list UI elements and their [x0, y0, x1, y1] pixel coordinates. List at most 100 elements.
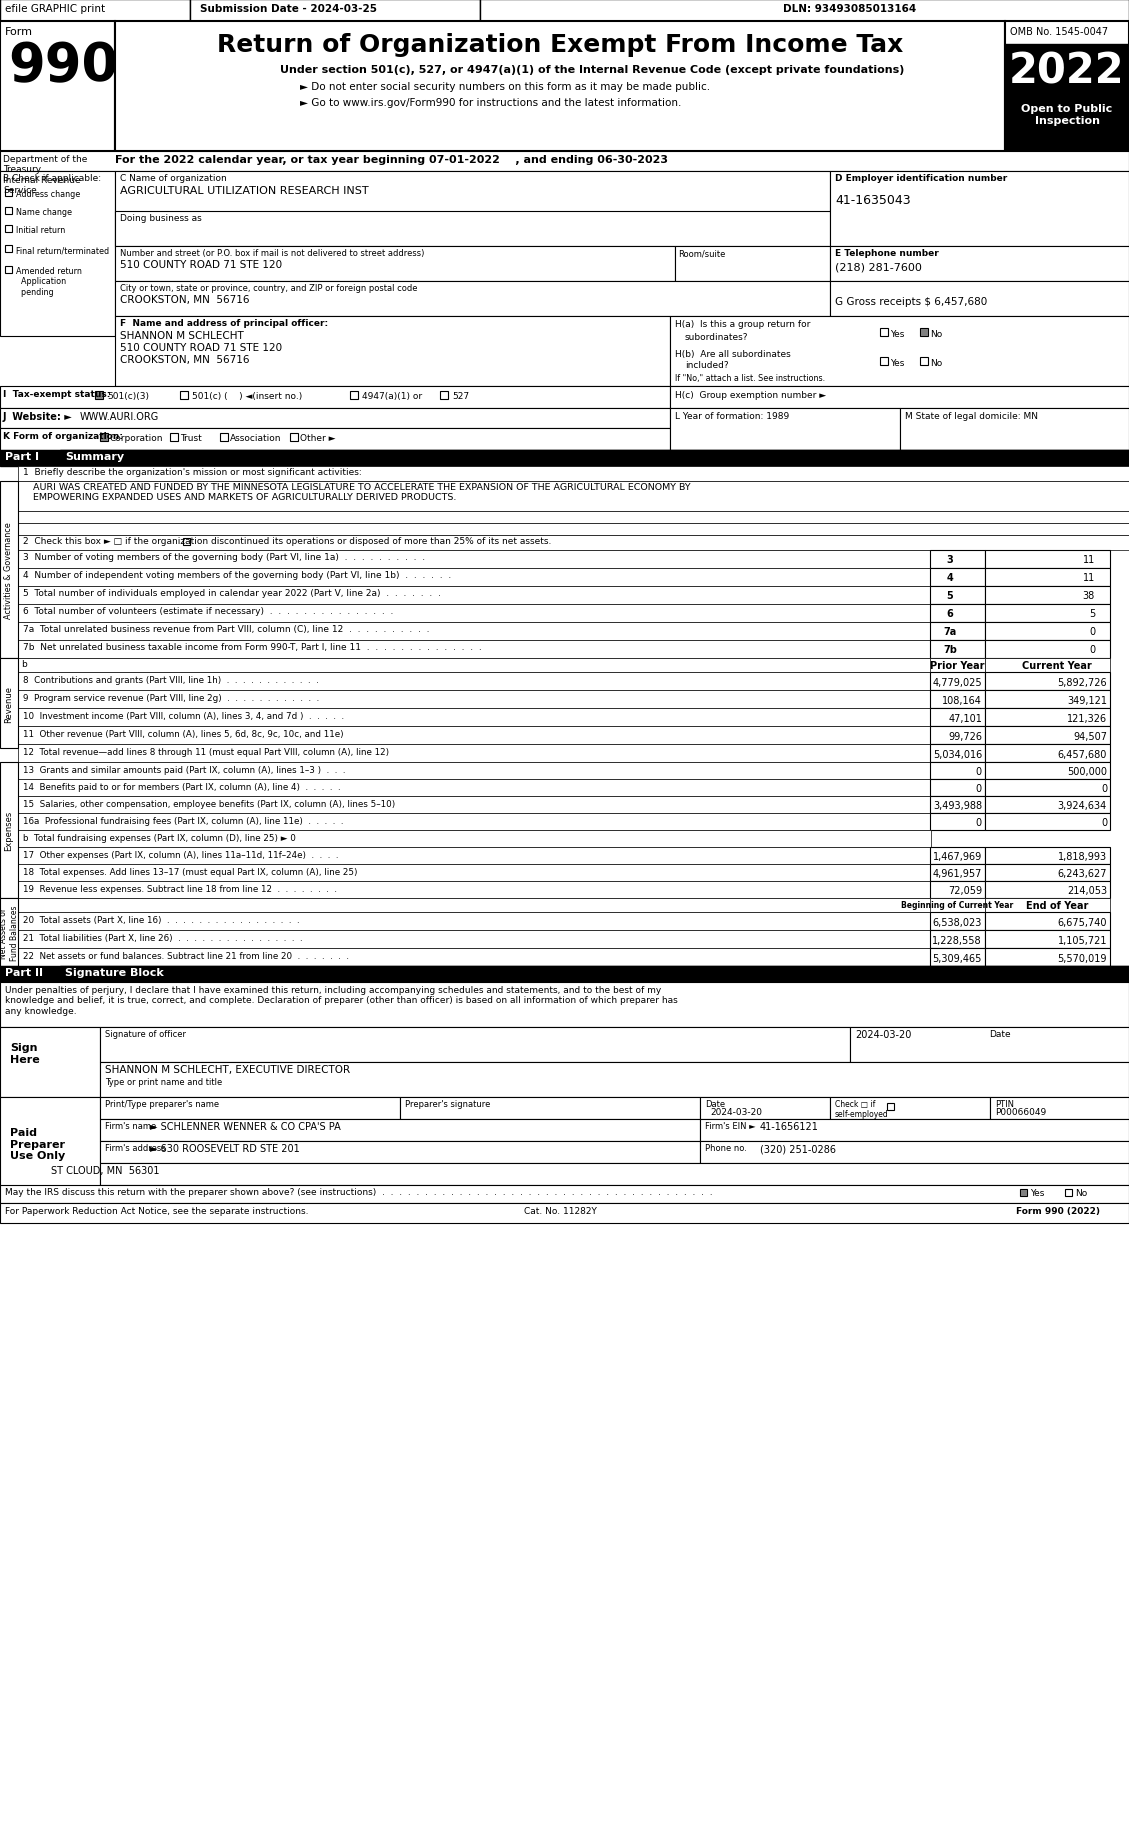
Bar: [18, 727, 931, 745]
Bar: [18, 587, 931, 604]
Bar: [930, 551, 984, 569]
Bar: [290, 434, 298, 441]
Text: 7a  Total unrelated business revenue from Part VIII, column (C), line 12  .  .  : 7a Total unrelated business revenue from…: [23, 624, 429, 633]
Text: Yes: Yes: [1030, 1188, 1044, 1197]
Bar: [18, 847, 931, 864]
Text: 5: 5: [1088, 609, 1095, 619]
Text: Phone no.: Phone no.: [704, 1144, 747, 1153]
Bar: [100, 1142, 700, 1164]
Bar: [920, 329, 928, 337]
Bar: [100, 1164, 1129, 1186]
Text: 3,924,634: 3,924,634: [1058, 800, 1108, 811]
Bar: [879, 329, 889, 337]
Text: 527: 527: [452, 392, 470, 401]
Bar: [930, 763, 984, 780]
Text: 72,059: 72,059: [948, 886, 982, 895]
Text: Trust: Trust: [180, 434, 202, 443]
Text: 2024-03-20: 2024-03-20: [855, 1030, 911, 1039]
Bar: [984, 930, 1110, 948]
Bar: [115, 172, 830, 247]
Bar: [0, 899, 18, 966]
Bar: [18, 673, 931, 690]
Text: 6,538,023: 6,538,023: [933, 917, 982, 928]
Bar: [887, 1103, 894, 1111]
Bar: [18, 523, 1129, 536]
Text: Prior Year: Prior Year: [930, 661, 984, 670]
Bar: [115, 22, 1005, 152]
Bar: [190, 0, 480, 22]
Text: Form 990 (2022): Form 990 (2022): [1016, 1206, 1100, 1215]
Bar: [170, 434, 178, 441]
Bar: [920, 359, 928, 366]
Text: 1,105,721: 1,105,721: [1058, 935, 1108, 946]
Text: 21  Total liabilities (Part X, line 26)  .  .  .  .  .  .  .  .  .  .  .  .  .  : 21 Total liabilities (Part X, line 26) .…: [23, 933, 303, 942]
Text: 7b  Net unrelated business taxable income from Form 990-T, Part I, line 11  .  .: 7b Net unrelated business taxable income…: [23, 642, 482, 651]
Text: ► 630 ROOSEVELT RD STE 201: ► 630 ROOSEVELT RD STE 201: [150, 1144, 300, 1153]
Bar: [930, 864, 984, 882]
Bar: [18, 831, 931, 847]
Bar: [1005, 22, 1129, 152]
Bar: [5, 245, 12, 253]
Bar: [18, 467, 1129, 481]
Text: M State of legal domicile: MN: M State of legal domicile: MN: [905, 412, 1038, 421]
Bar: [0, 1186, 1129, 1204]
Text: Preparer's signature: Preparer's signature: [405, 1100, 490, 1109]
Text: ► SCHLENNER WENNER & CO CPA'S PA: ► SCHLENNER WENNER & CO CPA'S PA: [150, 1122, 341, 1131]
Text: 41-1635043: 41-1635043: [835, 194, 911, 207]
Text: Return of Organization Exempt From Income Tax: Return of Organization Exempt From Incom…: [217, 33, 903, 57]
Text: Under penalties of perjury, I declare that I have examined this return, includin: Under penalties of perjury, I declare th…: [5, 986, 677, 1016]
Bar: [0, 1098, 100, 1217]
Text: No: No: [930, 329, 943, 339]
Text: 2  Check this box ► □ if the organization discontinued its operations or dispose: 2 Check this box ► □ if the organization…: [23, 536, 551, 545]
Bar: [984, 640, 1110, 659]
Bar: [984, 745, 1110, 763]
Text: 5,309,465: 5,309,465: [933, 953, 982, 963]
Bar: [930, 913, 984, 930]
Text: For the 2022 calendar year, or tax year beginning 07-01-2022    , and ending 06-: For the 2022 calendar year, or tax year …: [115, 156, 668, 165]
Text: 20  Total assets (Part X, line 16)  .  .  .  .  .  .  .  .  .  .  .  .  .  .  . : 20 Total assets (Part X, line 16) . . . …: [23, 915, 299, 924]
Text: Sign
Here: Sign Here: [10, 1043, 40, 1063]
Text: Signature Block: Signature Block: [65, 968, 164, 977]
Bar: [1005, 46, 1129, 101]
Bar: [95, 392, 103, 399]
Bar: [930, 814, 984, 831]
Text: 99,726: 99,726: [948, 732, 982, 741]
Bar: [984, 780, 1110, 796]
Text: SHANNON M SCHLECHT: SHANNON M SCHLECHT: [120, 331, 244, 340]
Bar: [60, 450, 1129, 467]
Bar: [930, 780, 984, 796]
Bar: [830, 282, 1129, 317]
Bar: [984, 604, 1110, 622]
Bar: [0, 1204, 1129, 1222]
Text: Date: Date: [704, 1100, 725, 1109]
Text: Open to Public
Inspection: Open to Public Inspection: [1022, 104, 1112, 126]
Text: P00066049: P00066049: [995, 1107, 1047, 1116]
Text: Signature of officer: Signature of officer: [105, 1030, 186, 1038]
Text: 1,228,558: 1,228,558: [933, 935, 982, 946]
Bar: [1065, 1190, 1073, 1197]
Bar: [930, 745, 984, 763]
Bar: [930, 708, 984, 727]
Text: 38: 38: [1083, 591, 1095, 600]
Text: Under section 501(c), 527, or 4947(a)(1) of the Internal Revenue Code (except pr: Under section 501(c), 527, or 4947(a)(1)…: [280, 64, 904, 75]
Text: Form: Form: [5, 27, 33, 37]
Bar: [930, 899, 984, 913]
Text: efile GRAPHIC print: efile GRAPHIC print: [5, 4, 105, 15]
Text: 47,101: 47,101: [948, 714, 982, 723]
Text: 2024-03-20: 2024-03-20: [710, 1107, 762, 1116]
Text: C Name of organization: C Name of organization: [120, 174, 227, 183]
Bar: [930, 622, 984, 640]
Text: End of Year: End of Year: [1026, 900, 1088, 911]
Bar: [96, 392, 103, 399]
Bar: [18, 569, 931, 587]
Text: 3,493,988: 3,493,988: [933, 800, 982, 811]
Text: 0: 0: [975, 818, 982, 827]
Text: Firm's address: Firm's address: [105, 1144, 166, 1153]
Text: included?: included?: [685, 361, 728, 370]
Text: 3: 3: [946, 554, 953, 565]
Text: 41-1656121: 41-1656121: [760, 1122, 819, 1131]
Text: If "No," attach a list. See instructions.: If "No," attach a list. See instructions…: [675, 373, 825, 382]
Text: PTIN: PTIN: [995, 1100, 1014, 1109]
Text: Address change: Address change: [16, 190, 80, 199]
Text: Activities & Governance: Activities & Governance: [5, 522, 14, 619]
